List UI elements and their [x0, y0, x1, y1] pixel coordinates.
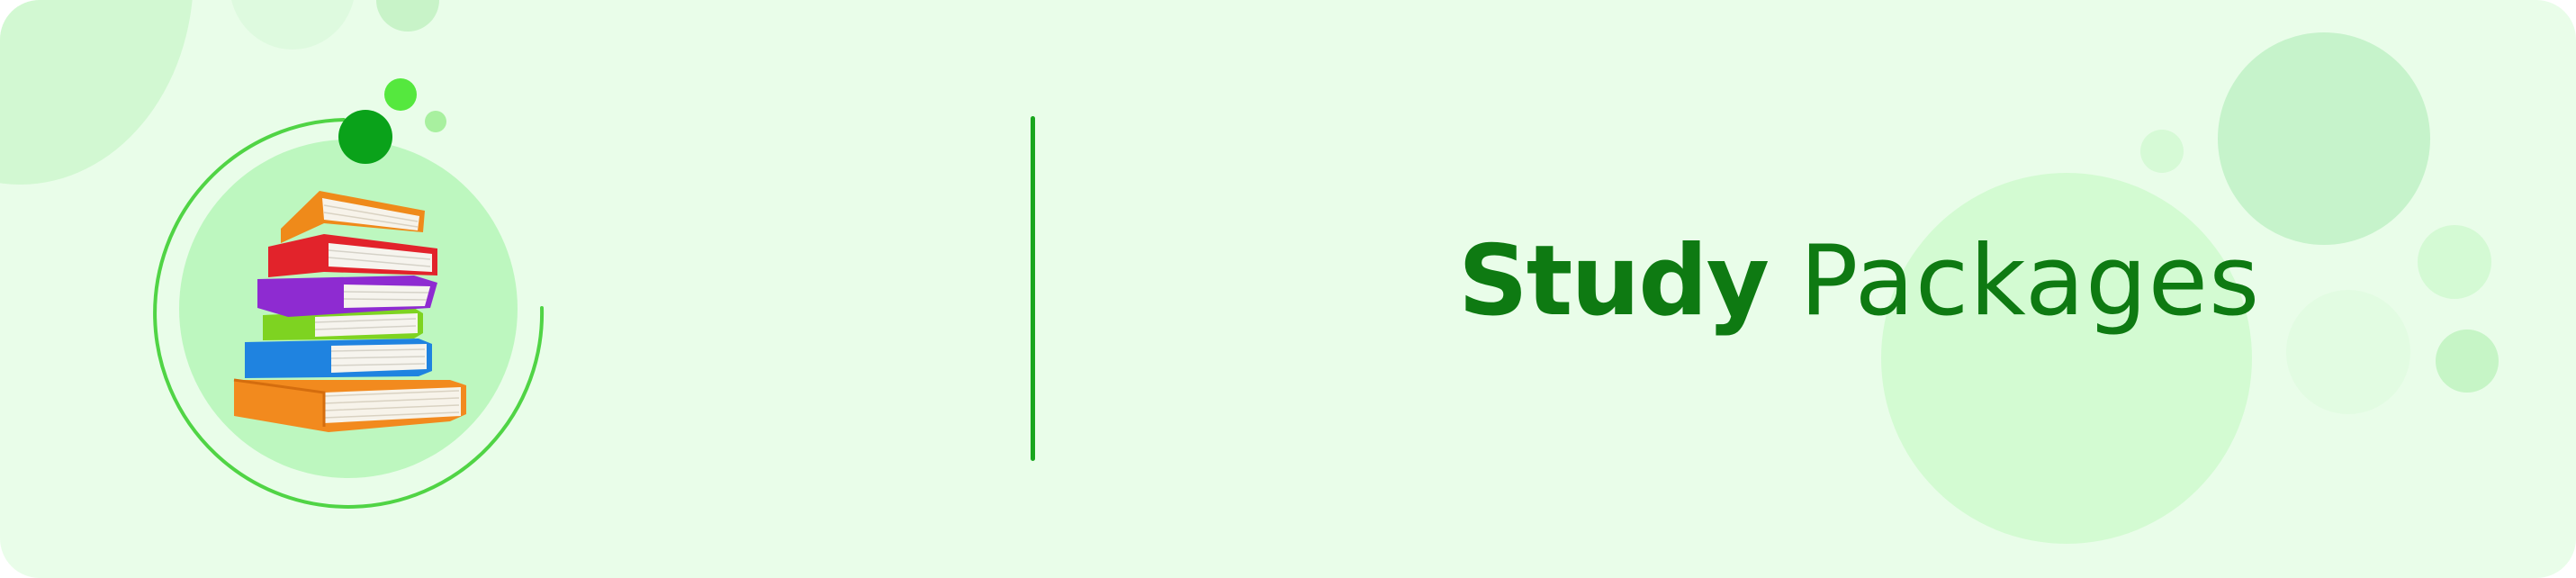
- decorative-bubble: [376, 0, 439, 32]
- decorative-bubble: [230, 0, 356, 50]
- title-regular-word: Packages: [1799, 225, 2261, 338]
- decorative-bubble: [2436, 330, 2499, 393]
- decorative-bubble: [2140, 130, 2184, 173]
- banner-title: Study Packages: [1458, 214, 2259, 349]
- decorative-bubble: [2418, 225, 2491, 299]
- decorative-bubble: [1881, 173, 2252, 544]
- stack-of-books-icon: [144, 63, 558, 513]
- title-bold-word: Study: [1458, 225, 1770, 338]
- decorative-bubble: [2286, 290, 2410, 414]
- decorative-bubble: [2218, 32, 2430, 245]
- vertical-divider: [1031, 116, 1035, 461]
